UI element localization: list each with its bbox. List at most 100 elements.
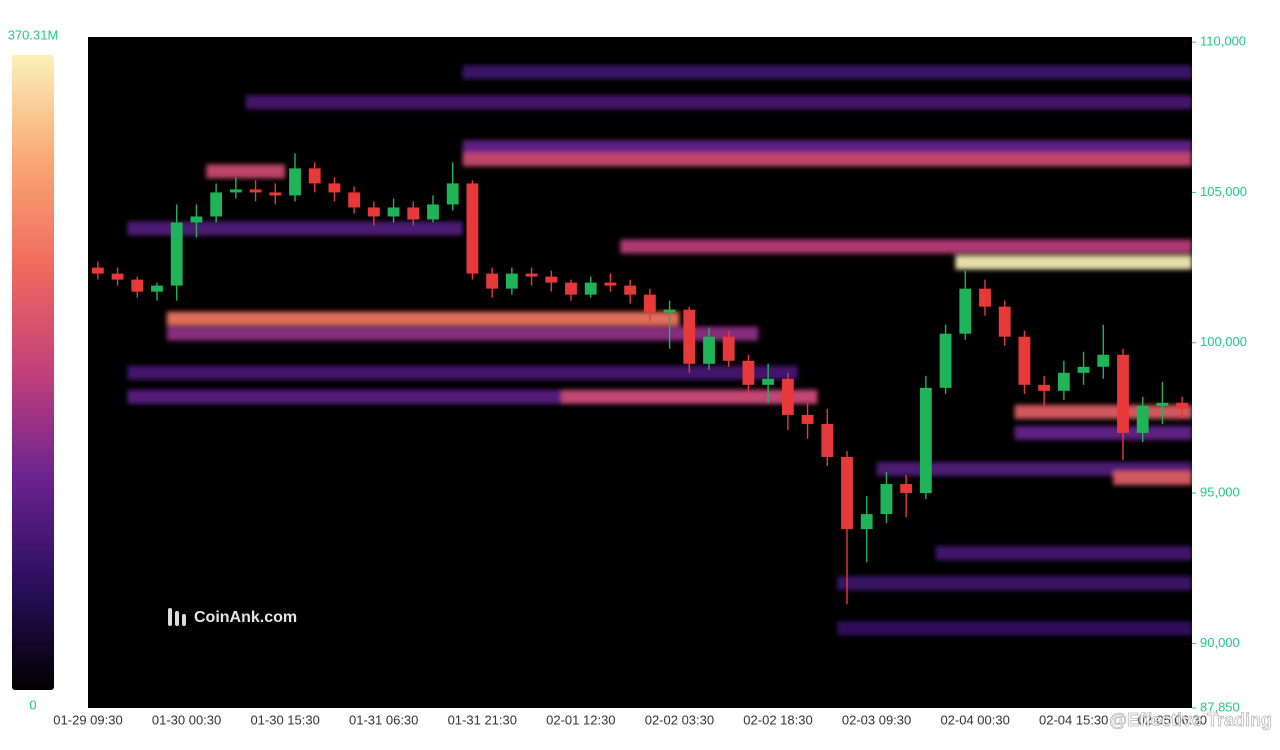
x-tick-label: 02-04 00:30 (940, 712, 1009, 727)
candle-body (998, 306, 1011, 337)
candle-body (308, 168, 321, 184)
x-tick-label: 01-30 00:30 (152, 712, 221, 727)
heat-band (166, 326, 759, 341)
candle-body (742, 360, 755, 385)
heat-band (166, 311, 680, 326)
x-tick-label: 02-05 06:30 (1138, 712, 1207, 727)
candle-body (170, 222, 183, 286)
candle-body (131, 279, 144, 292)
candle-body (821, 423, 834, 457)
candle-body (505, 273, 518, 289)
heat-band (837, 576, 1192, 591)
candle-body (624, 285, 637, 295)
candle-body (210, 192, 223, 217)
candle-body (762, 378, 775, 385)
x-tick-label: 02-04 15:30 (1039, 712, 1108, 727)
candle-body (1176, 402, 1189, 409)
heatmap (127, 65, 1192, 636)
heat-band (127, 365, 798, 380)
candle-body (387, 207, 400, 217)
heat-band (462, 65, 1192, 80)
candle-body (190, 216, 203, 223)
candle-body (703, 336, 715, 364)
logo-bar (175, 611, 179, 626)
candles (91, 153, 1189, 605)
y-tick-label: 110,000 (1200, 34, 1246, 49)
credit: @Effective Trading (1109, 710, 1272, 730)
x-tick-label: 02-03 09:30 (842, 712, 911, 727)
y-tick-label: 87,850 (1200, 699, 1240, 714)
y-tick-label: 105,000 (1200, 184, 1247, 199)
candle-body (781, 378, 794, 415)
candle-body (289, 168, 301, 196)
candle-body (407, 207, 420, 220)
candle-body (880, 484, 893, 515)
candle-body (328, 183, 341, 193)
logo-bar (182, 614, 186, 626)
candle-body (1077, 366, 1090, 373)
candle-body (545, 276, 558, 283)
candle-body (91, 267, 104, 274)
x-tick-label: 02-01 12:30 (546, 712, 615, 727)
logo-bar (168, 608, 172, 626)
candle-body (722, 336, 735, 361)
heat-band (245, 95, 1192, 110)
heat-band (620, 239, 1192, 254)
axes: 370.31M 0 87,850 90,000 95,000 100,000 105,000… (8, 27, 1247, 727)
candle-body (604, 282, 617, 286)
candle-body (939, 333, 952, 388)
candle-body (959, 288, 972, 334)
x-tick-label: 01-31 06:30 (349, 712, 418, 727)
y-tick-label: 100,000 (1200, 334, 1247, 349)
x-tick-label: 02-02 18:30 (743, 712, 812, 727)
watermark-text: CoinAnk.com (194, 609, 297, 626)
x-tick-label: 01-31 21:30 (448, 712, 517, 727)
heat-band (955, 255, 1192, 270)
heat-band (1014, 425, 1192, 440)
candle-body (229, 189, 242, 193)
heat-band (462, 152, 1192, 167)
candle-body (1038, 384, 1051, 391)
y-tick-label: 90,000 (1200, 635, 1240, 650)
candle-body (151, 285, 163, 292)
candle-body (979, 288, 991, 307)
heat-band (561, 389, 818, 404)
heat-band (206, 164, 286, 179)
candle-body (643, 294, 656, 313)
candle-body (367, 207, 380, 217)
candle-body (525, 273, 538, 277)
candle-body (683, 309, 696, 364)
candle-body (1156, 402, 1169, 406)
candle-body (269, 192, 282, 196)
candle-body (1117, 354, 1129, 433)
y-tick-label: 95,000 (1200, 484, 1240, 499)
x-tick-label: 01-30 15:30 (250, 712, 319, 727)
candle-body (1057, 372, 1070, 391)
heat-band (1113, 471, 1192, 486)
candle-body (841, 456, 853, 530)
candle-body (1136, 405, 1149, 433)
candle-body (663, 309, 676, 313)
candle-body (584, 282, 597, 295)
heat-band (127, 221, 463, 236)
x-tick-label: 01-29 09:30 (53, 712, 122, 727)
candle-body (919, 387, 932, 494)
x-tick-label: 02-02 03:30 (645, 712, 714, 727)
colorbar-min-label: 0 (29, 697, 36, 712)
candle-body (1097, 354, 1110, 367)
colorbar (12, 55, 54, 690)
heat-band (935, 546, 1192, 561)
candle-body (860, 514, 873, 530)
candle-body (427, 204, 439, 220)
candle-body (249, 189, 262, 193)
candle-body (1018, 336, 1031, 385)
heat-band (462, 140, 1192, 155)
candle-body (801, 414, 814, 424)
candle-body (565, 282, 577, 295)
candle-body (486, 273, 499, 289)
candle-body (348, 192, 361, 208)
watermark: CoinAnk.com (168, 608, 297, 626)
colorbar-max-label: 370.31M (8, 27, 59, 42)
candle-body (466, 183, 479, 274)
